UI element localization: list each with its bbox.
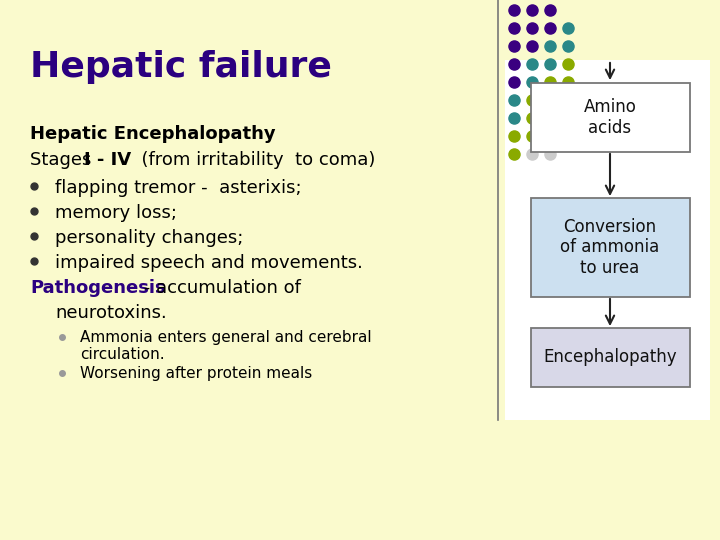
Text: Hepatic failure: Hepatic failure [30,50,332,84]
Text: Amino
acids: Amino acids [584,98,636,137]
Text: Ammonia enters general and cerebral
circulation.: Ammonia enters general and cerebral circ… [80,330,372,362]
Text: Pathogenesis: Pathogenesis [30,279,166,297]
Text: Encephalopathy: Encephalopathy [543,348,677,367]
FancyBboxPatch shape [505,60,710,420]
Text: Worsening after protein meals: Worsening after protein meals [80,366,312,381]
Text: Conversion
of ammonia
to urea: Conversion of ammonia to urea [560,218,660,278]
Text: Stages: Stages [30,151,97,169]
Text: neurotoxins.: neurotoxins. [55,304,167,322]
Text: impaired speech and movements.: impaired speech and movements. [55,254,363,272]
Text: Hepatic Encephalopathy: Hepatic Encephalopathy [30,125,276,143]
Text: memory loss;: memory loss; [55,204,177,222]
FancyBboxPatch shape [531,83,690,152]
Text: personality changes;: personality changes; [55,229,243,247]
Text: (from irritability  to coma): (from irritability to coma) [130,151,375,169]
Text: flapping tremor -  asterixis;: flapping tremor - asterixis; [55,179,302,197]
Text: - accumulation of: - accumulation of [138,279,301,297]
Text: I - IV: I - IV [84,151,131,169]
FancyBboxPatch shape [531,328,690,387]
FancyBboxPatch shape [531,198,690,297]
